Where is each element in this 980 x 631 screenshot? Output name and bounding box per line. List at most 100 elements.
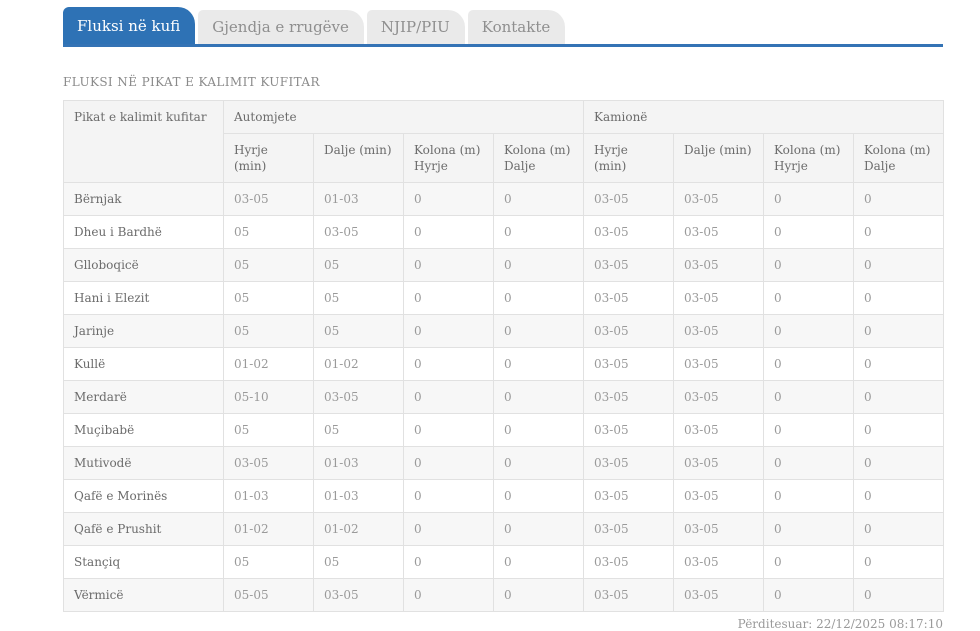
table-cell-value: 0	[403, 545, 494, 579]
table-cell-value: 0	[763, 479, 855, 513]
table-header-group-row: Pikat e kalimit kufitar Automjete Kamion…	[63, 100, 945, 183]
tab-fluksi-ne-kufi[interactable]: Fluksi në kufi	[63, 7, 196, 44]
table-cell-value: 03-05	[673, 446, 765, 480]
table-cell-value: 03-05	[673, 380, 765, 414]
table-cell-value: 03-05	[673, 314, 765, 348]
table-cell-value: 03-05	[673, 248, 765, 282]
table-cell-value: 0	[492, 347, 585, 381]
table-cell-value: 05-05	[223, 578, 314, 612]
column-group-trucks: Kamionë	[583, 100, 945, 134]
table-cell-value: 03-05	[673, 578, 765, 612]
table-cell-value: 01-03	[313, 479, 404, 513]
table-row: Qafë e Morinës 01-03 01-03 0 0 03-05 03-05 0 0	[63, 479, 945, 513]
table-cell-value: 0	[763, 578, 855, 612]
table-cell-value: 03-05	[313, 215, 404, 249]
table-cell-value: 0	[763, 380, 855, 414]
table-cell-value: 03-05	[223, 446, 314, 480]
table-cell-value: 0	[853, 380, 945, 414]
table-row: Stançiq 05 05 0 0 03-05 03-05 0 0	[63, 545, 945, 579]
table-cell-value: 03-05	[313, 578, 404, 612]
table-cell-value: 03-05	[673, 545, 765, 579]
table-cell-value: 0	[853, 446, 945, 480]
table-cell-value: 0	[492, 545, 585, 579]
table-cell-value: 0	[763, 512, 855, 546]
table-row: Merdarë 05-10 03-05 0 0 03-05 03-05 0 0	[63, 380, 945, 414]
tab-kontakte[interactable]: Kontakte	[467, 10, 566, 44]
border-flow-table: Pikat e kalimit kufitar Automjete Kamion…	[63, 100, 945, 612]
table-cell-value: 03-05	[673, 413, 765, 447]
table-cell-value: 05	[223, 215, 314, 249]
table-cell-value: 0	[492, 578, 585, 612]
crossing-point-name: Stançiq	[63, 545, 224, 579]
column-subheader: Kolona (m) Dalje	[853, 133, 945, 183]
table-cell-value: 05	[313, 314, 404, 348]
column-subheader: Kolona (m) Hyrje	[763, 133, 855, 183]
table-cell-value: 03-05	[583, 512, 675, 546]
table-cell-value: 0	[853, 413, 945, 447]
table-row: Muçibabë 05 05 0 0 03-05 03-05 0 0	[63, 413, 945, 447]
table-cell-value: 03-05	[673, 281, 765, 315]
tab-bar: Fluksi në kufi Gjendja e rrugëve NJIP/PIU K…	[63, 7, 943, 47]
crossing-point-name: Kullë	[63, 347, 224, 381]
table-cell-value: 0	[853, 182, 945, 216]
tab-gjendja-e-rrugeve[interactable]: Gjendja e rrugëve	[198, 10, 364, 44]
table-cell-value: 03-05	[583, 380, 675, 414]
table-cell-value: 03-05	[673, 182, 765, 216]
table-cell-value: 01-03	[313, 182, 404, 216]
table-cell-value: 0	[853, 545, 945, 579]
table-cell-value: 0	[403, 380, 494, 414]
table-row: Bërnjak 03-05 01-03 0 0 03-05 03-05 0 0	[63, 182, 945, 216]
tab-njip-piu[interactable]: NJIP/PIU	[366, 10, 465, 44]
column-subheader: Hyrje (min)	[223, 133, 314, 183]
table-cell-value: 05	[223, 545, 314, 579]
crossing-point-name: Merdarë	[63, 380, 224, 414]
table-cell-value: 0	[853, 281, 945, 315]
table-cell-value: 03-05	[583, 314, 675, 348]
table-cell-value: 0	[403, 578, 494, 612]
table-cell-value: 0	[763, 347, 855, 381]
table-cell-value: 0	[853, 314, 945, 348]
crossing-point-name: Jarinje	[63, 314, 224, 348]
crossing-point-name: Qafë e Prushit	[63, 512, 224, 546]
table-cell-value: 0	[492, 413, 585, 447]
table-cell-value: 03-05	[583, 248, 675, 282]
column-subheader: Dalje (min)	[673, 133, 765, 183]
table-subheader-row: Hyrje (min) Dalje (min) Kolona (m) Hyrje Ko…	[64, 133, 945, 183]
table-cell-value: 03-05	[583, 479, 675, 513]
table-cell-value: 01-02	[313, 347, 404, 381]
table-cell-value: 05	[313, 248, 404, 282]
table-cell-value: 03-05	[583, 578, 675, 612]
column-header-crossing-points: Pikat e kalimit kufitar	[63, 100, 224, 183]
table-cell-value: 0	[763, 314, 855, 348]
table-cell-value: 0	[763, 446, 855, 480]
table-cell-value: 03-05	[583, 446, 675, 480]
crossing-point-name: Vërmicë	[63, 578, 224, 612]
table-cell-value: 05	[313, 413, 404, 447]
table-body: Bërnjak 03-05 01-03 0 0 03-05 03-05 0 0 Dheu i Ba…	[63, 182, 945, 612]
table-cell-value: 01-03	[223, 479, 314, 513]
table-cell-value: 03-05	[673, 512, 765, 546]
table-cell-value: 03-05	[583, 347, 675, 381]
crossing-point-name: Glloboqicë	[63, 248, 224, 282]
column-subheader: Kolona (m) Dalje	[492, 133, 585, 183]
table-cell-value: 03-05	[583, 215, 675, 249]
table-cell-value: 0	[853, 248, 945, 282]
table-cell-value: 05	[223, 248, 314, 282]
crossing-point-name: Bërnjak	[63, 182, 224, 216]
table-cell-value: 0	[763, 545, 855, 579]
table-row: Dheu i Bardhë 05 03-05 0 0 03-05 03-05 0 0	[63, 215, 945, 249]
table-cell-value: 0	[403, 512, 494, 546]
table-cell-value: 0	[492, 380, 585, 414]
column-subheader: Hyrje (min)	[583, 133, 675, 183]
table-cell-value: 03-05	[223, 182, 314, 216]
table-cell-value: 0	[763, 248, 855, 282]
table-cell-value: 0	[492, 281, 585, 315]
table-cell-value: 03-05	[313, 380, 404, 414]
table-cell-value: 05	[223, 413, 314, 447]
table-cell-value: 01-02	[223, 347, 314, 381]
table-cell-value: 0	[853, 578, 945, 612]
crossing-point-name: Qafë e Morinës	[63, 479, 224, 513]
table-cell-value: 0	[403, 248, 494, 282]
column-subheader: Kolona (m) Hyrje	[403, 133, 494, 183]
crossing-point-name: Dheu i Bardhë	[63, 215, 224, 249]
